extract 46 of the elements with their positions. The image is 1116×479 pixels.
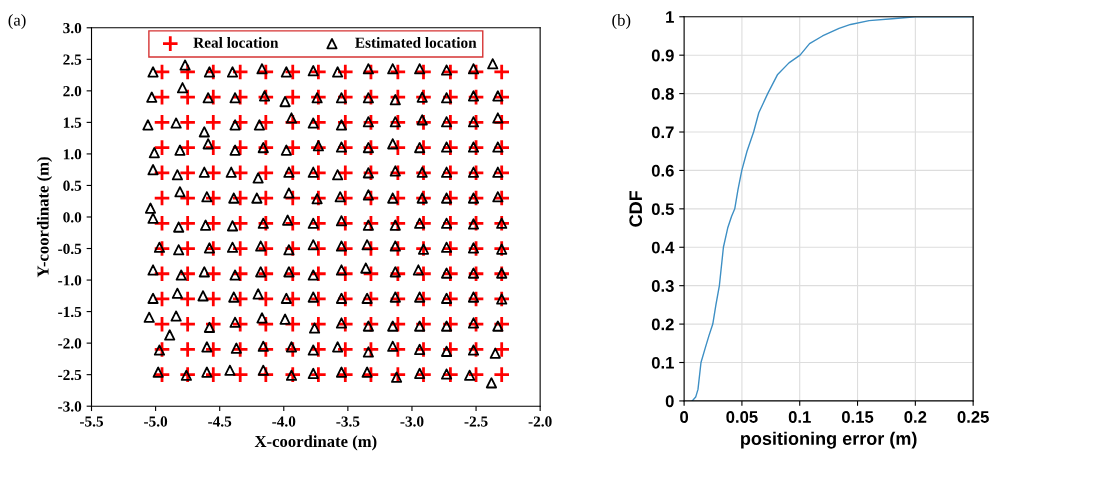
x-tick-label: 0.25 (957, 411, 989, 423)
x-axis-title: X-coordinate (m) (254, 435, 377, 451)
y-tick-label: -0.5 (58, 243, 82, 255)
x-tick-label: 0.2 (904, 411, 927, 423)
x-tick-label: -4.0 (272, 416, 296, 427)
y-tick-label: 0.4 (651, 241, 675, 254)
y-axis-title: CDF (629, 190, 643, 227)
y-axis-title: Y-coordinate (m) (36, 157, 53, 278)
text: (b) (612, 14, 631, 30)
y-tick-label: 3.0 (63, 22, 82, 34)
legend-label: Real location (193, 37, 279, 48)
y-tick-label: 0.9 (651, 49, 674, 62)
x-tick-label: -5.5 (79, 416, 104, 427)
y-tick-label: -1.0 (58, 275, 82, 286)
y-tick-label: 0.2 (651, 318, 674, 331)
y-tick-label: 1 (666, 11, 674, 23)
x-axis-title: positioning error (m) (741, 431, 917, 449)
x-tick-label: -2.5 (464, 416, 488, 427)
x-tick-label: -4.5 (208, 416, 232, 427)
x-tick-label: -3.5 (336, 416, 360, 427)
x-tick-label: -5.0 (144, 416, 168, 427)
y-tick-label: 0.0 (63, 212, 82, 223)
y-tick-label: 0.7 (651, 126, 674, 139)
x-tick-label: -2.0 (528, 416, 552, 427)
y-tick-label: 0.6 (651, 164, 674, 177)
y-tick-label: -2.5 (58, 369, 82, 381)
y-tick-label: 0 (665, 395, 674, 408)
y-tick-label: 0.5 (651, 203, 674, 216)
y-tick-label: 0.1 (651, 356, 674, 369)
y-tick-label: 2.0 (63, 85, 82, 97)
x-tick-label: 0.1 (788, 411, 811, 423)
y-tick-label: 1.5 (63, 117, 82, 128)
y-tick-label: 0.8 (651, 88, 674, 100)
x-tick-label: -3.0 (400, 416, 424, 427)
legend-label: Estimated location (355, 37, 477, 48)
text: (a) (8, 14, 26, 30)
y-tick-label: -2.0 (58, 338, 82, 349)
x-tick-label: 0 (680, 411, 689, 423)
y-tick-label: -1.5 (58, 306, 82, 318)
y-tick-label: 0.5 (63, 180, 82, 191)
y-tick-label: 2.5 (63, 54, 82, 65)
x-tick-label: 0.05 (726, 411, 758, 423)
y-tick-label: 0.3 (651, 280, 674, 292)
y-tick-label: 1.0 (63, 149, 82, 160)
x-tick-label: 0.15 (841, 411, 874, 423)
y-tick-label: -3.0 (58, 401, 82, 412)
